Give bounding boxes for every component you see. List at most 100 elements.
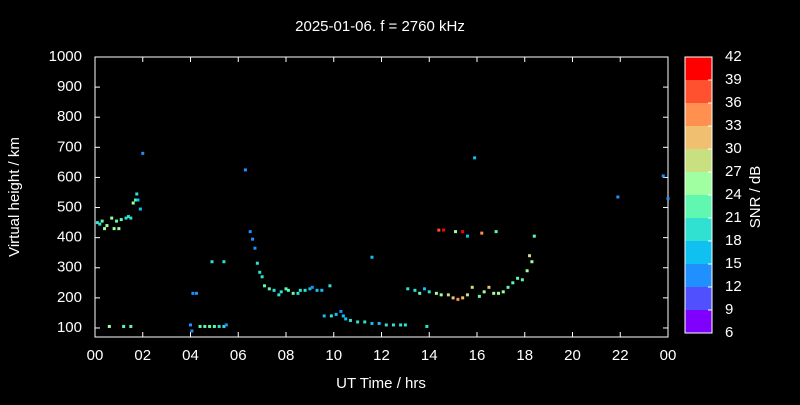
data-point bbox=[341, 314, 345, 318]
y-tick-label: 200 bbox=[57, 289, 82, 306]
colorbar-tick-label: 9 bbox=[725, 301, 733, 318]
data-point bbox=[434, 291, 438, 295]
data-point bbox=[119, 218, 123, 222]
y-tick-label: 1000 bbox=[49, 48, 82, 65]
data-point bbox=[442, 228, 446, 232]
data-point bbox=[122, 324, 126, 328]
data-point bbox=[198, 324, 202, 328]
data-point bbox=[105, 224, 109, 228]
data-point bbox=[267, 287, 271, 291]
data-point bbox=[454, 230, 458, 234]
y-tick-label: 900 bbox=[57, 78, 82, 95]
data-point bbox=[363, 320, 367, 324]
data-point bbox=[492, 291, 496, 295]
data-point bbox=[525, 269, 529, 273]
data-point bbox=[112, 227, 116, 231]
data-point bbox=[279, 290, 283, 294]
x-tick-label: 20 bbox=[564, 347, 581, 364]
data-point bbox=[470, 285, 474, 289]
colorbar-tick-label: 18 bbox=[725, 232, 742, 249]
data-point bbox=[303, 288, 307, 292]
y-tick-label: 400 bbox=[57, 229, 82, 246]
data-point bbox=[190, 329, 194, 333]
x-tick-label: 22 bbox=[612, 347, 629, 364]
data-point bbox=[516, 276, 520, 280]
y-tick-label: 300 bbox=[57, 259, 82, 276]
data-point bbox=[315, 288, 319, 292]
colorbar-tick-label: 39 bbox=[725, 71, 742, 88]
data-point bbox=[384, 323, 388, 327]
data-point bbox=[217, 324, 221, 328]
data-point bbox=[310, 285, 314, 289]
data-point bbox=[465, 293, 469, 297]
data-point bbox=[260, 275, 264, 279]
data-point bbox=[243, 168, 247, 172]
data-point bbox=[487, 285, 491, 289]
data-point bbox=[456, 297, 460, 301]
data-point bbox=[110, 216, 114, 220]
data-point bbox=[461, 230, 465, 234]
data-point bbox=[339, 309, 343, 313]
data-point bbox=[129, 324, 133, 328]
y-tick-label: 800 bbox=[57, 108, 82, 125]
data-point bbox=[329, 314, 333, 318]
colorbar-band bbox=[685, 103, 712, 126]
colorbar-band bbox=[685, 57, 712, 80]
colorbar-band bbox=[685, 218, 712, 241]
data-point bbox=[126, 215, 130, 219]
data-point bbox=[422, 287, 426, 291]
data-point bbox=[377, 321, 381, 325]
data-point bbox=[666, 197, 670, 201]
data-point bbox=[191, 291, 195, 295]
data-point bbox=[131, 201, 135, 205]
data-point bbox=[413, 288, 417, 292]
data-point bbox=[506, 285, 510, 289]
data-point bbox=[248, 230, 252, 234]
x-tick-label: 08 bbox=[278, 347, 295, 364]
colorbar-tick-label: 36 bbox=[725, 94, 742, 111]
colorbar-tick-label: 30 bbox=[725, 140, 742, 157]
data-point bbox=[284, 287, 288, 291]
data-point bbox=[501, 290, 505, 294]
data-point bbox=[370, 321, 374, 325]
colorbar-band bbox=[685, 310, 712, 333]
data-point bbox=[328, 284, 332, 288]
data-point bbox=[370, 255, 374, 259]
data-point bbox=[425, 324, 429, 328]
data-point bbox=[251, 237, 255, 241]
colorbar-tick-label: 21 bbox=[725, 209, 742, 226]
colorbar-label: SNR / dB bbox=[747, 166, 764, 229]
data-point bbox=[461, 296, 465, 300]
colorbar-band bbox=[685, 80, 712, 103]
data-point bbox=[530, 260, 534, 264]
data-point bbox=[208, 324, 212, 328]
data-point bbox=[203, 324, 207, 328]
data-point bbox=[465, 234, 469, 238]
colorbar-tick-label: 15 bbox=[725, 255, 742, 272]
y-tick-label: 700 bbox=[57, 138, 82, 155]
data-point bbox=[308, 287, 312, 291]
colorbar-band bbox=[685, 195, 712, 218]
data-point bbox=[437, 228, 441, 232]
data-point bbox=[124, 216, 128, 220]
data-point bbox=[406, 287, 410, 291]
data-point bbox=[482, 290, 486, 294]
data-point bbox=[129, 216, 133, 220]
data-point bbox=[263, 284, 267, 288]
data-point bbox=[95, 221, 99, 225]
data-point bbox=[391, 323, 395, 327]
data-point bbox=[255, 261, 259, 265]
data-point bbox=[100, 219, 104, 223]
data-point bbox=[496, 291, 500, 295]
data-point bbox=[194, 291, 198, 295]
colorbar-band bbox=[685, 149, 712, 172]
data-point bbox=[103, 227, 107, 231]
data-point bbox=[277, 293, 281, 297]
data-point bbox=[344, 317, 348, 321]
data-point bbox=[528, 254, 532, 258]
colorbar-tick-label: 24 bbox=[725, 186, 742, 203]
colorbar-band bbox=[685, 126, 712, 149]
data-point bbox=[616, 195, 620, 199]
data-point bbox=[473, 156, 477, 160]
